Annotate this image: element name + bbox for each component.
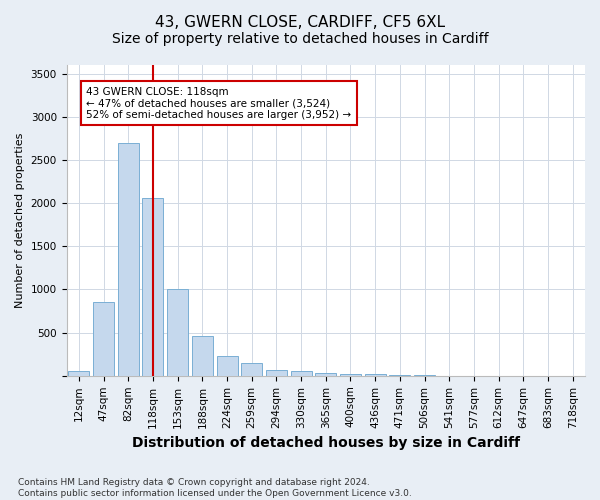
- Text: Size of property relative to detached houses in Cardiff: Size of property relative to detached ho…: [112, 32, 488, 46]
- Text: 43 GWERN CLOSE: 118sqm
← 47% of detached houses are smaller (3,524)
52% of semi-: 43 GWERN CLOSE: 118sqm ← 47% of detached…: [86, 86, 352, 120]
- Bar: [365, 374, 386, 376]
- Text: Contains HM Land Registry data © Crown copyright and database right 2024.
Contai: Contains HM Land Registry data © Crown c…: [18, 478, 412, 498]
- Bar: [315, 373, 336, 376]
- Bar: [68, 370, 89, 376]
- Bar: [167, 290, 188, 376]
- Bar: [290, 371, 311, 376]
- Bar: [217, 356, 238, 376]
- Bar: [142, 198, 163, 376]
- Bar: [266, 370, 287, 376]
- Bar: [340, 374, 361, 376]
- Text: 43, GWERN CLOSE, CARDIFF, CF5 6XL: 43, GWERN CLOSE, CARDIFF, CF5 6XL: [155, 15, 445, 30]
- Bar: [241, 363, 262, 376]
- Bar: [389, 375, 410, 376]
- Bar: [118, 142, 139, 376]
- Bar: [93, 302, 114, 376]
- Bar: [192, 336, 213, 376]
- Y-axis label: Number of detached properties: Number of detached properties: [15, 132, 25, 308]
- X-axis label: Distribution of detached houses by size in Cardiff: Distribution of detached houses by size …: [132, 436, 520, 450]
